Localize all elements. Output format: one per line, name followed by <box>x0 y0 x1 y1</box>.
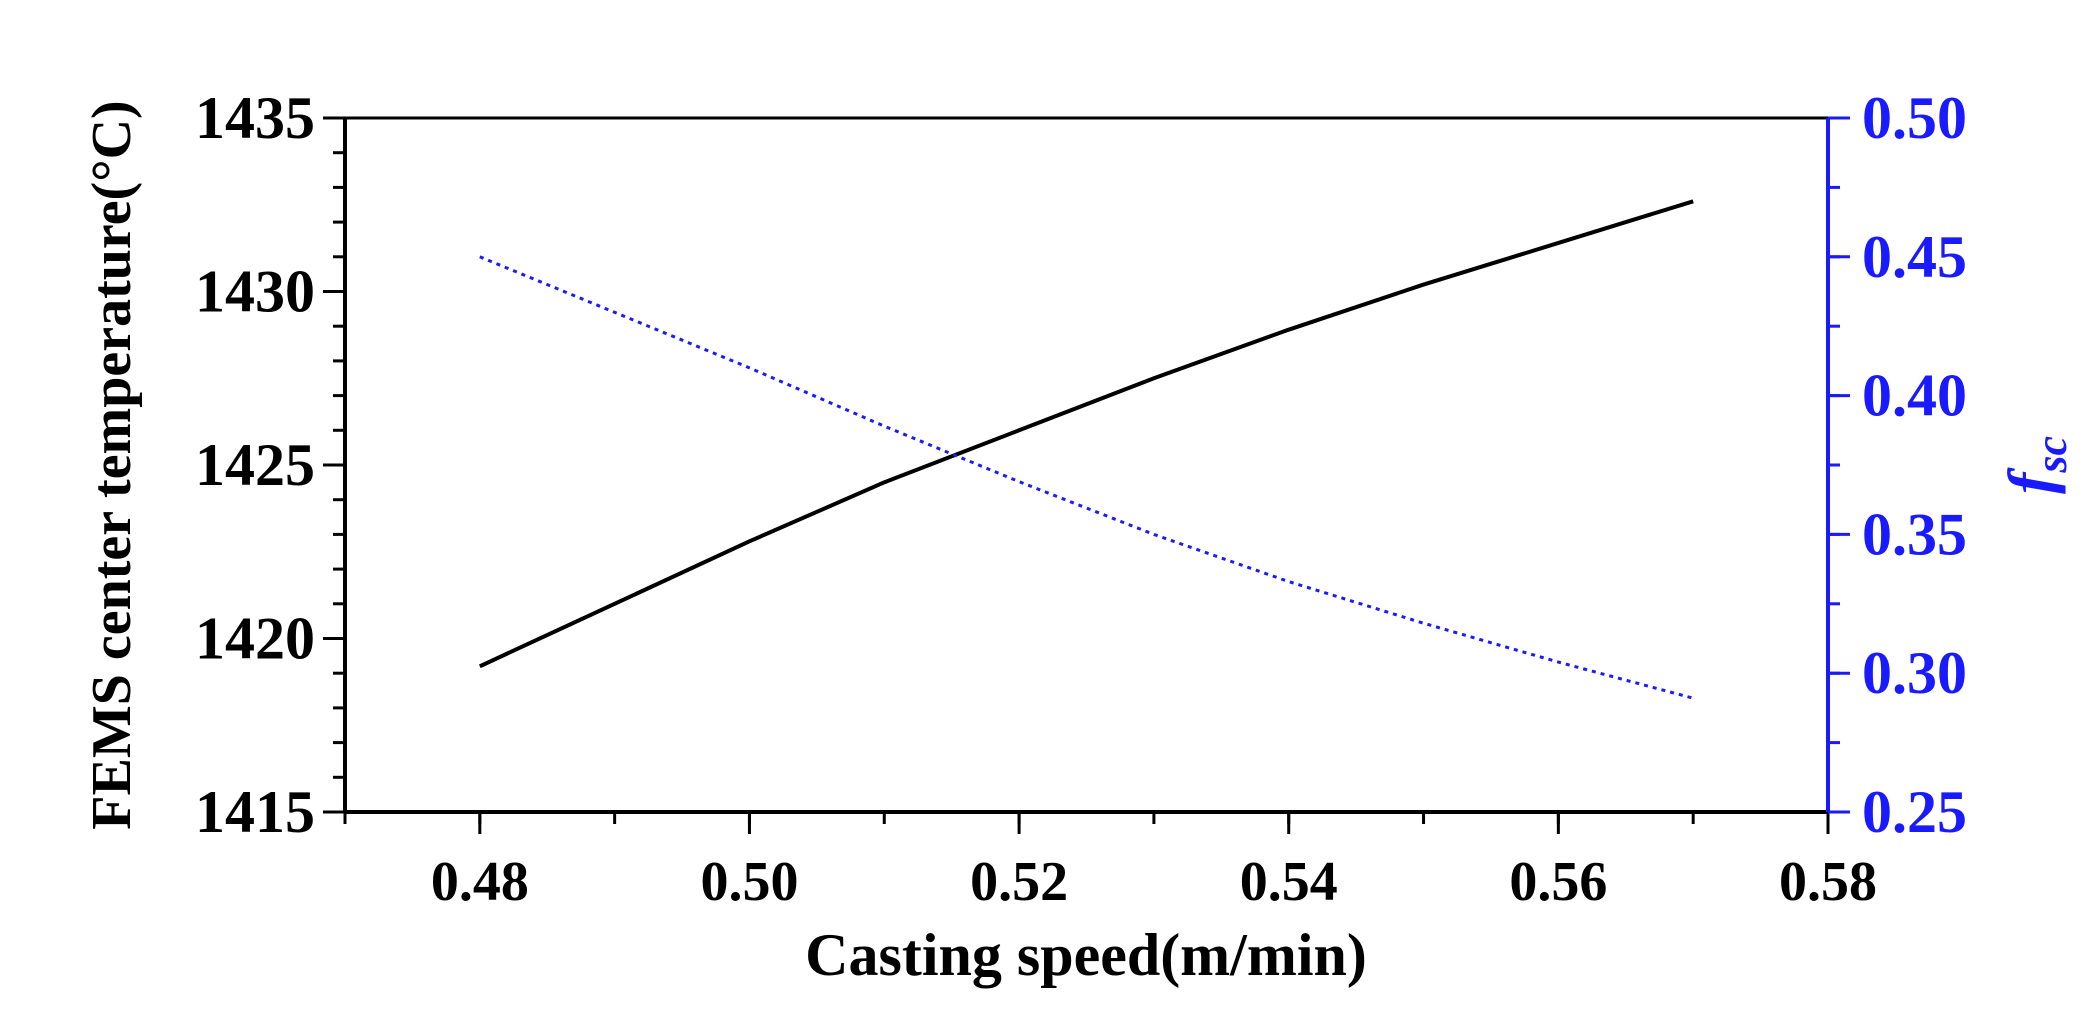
y2-tick-label: 0.50 <box>1862 85 1967 151</box>
y2-tick-label: 0.25 <box>1862 779 1967 845</box>
y-axis-label: FEMS center temperature(°C) <box>81 100 143 829</box>
y2-tick-label: 0.35 <box>1862 501 1967 567</box>
plot-frame <box>343 116 1830 814</box>
series-line-temperature <box>478 199 1694 669</box>
y2-axis-label: fsc <box>1995 436 2076 494</box>
series-layer <box>478 199 1694 700</box>
y-tick-label: 1435 <box>195 85 315 151</box>
x-tick-label: 0.56 <box>1509 851 1607 913</box>
y2-tick-label: 0.30 <box>1862 640 1967 706</box>
y2-tick-label: 0.40 <box>1862 363 1967 429</box>
x-tick-label: 0.58 <box>1779 851 1877 913</box>
x-tick-label: 0.48 <box>431 851 529 913</box>
tick-labels: 0.48 0.50 0.52 0.54 0.56 0.58 1415 1420 1425 1430… <box>195 85 1967 913</box>
y-tick-label: 1420 <box>195 606 315 672</box>
series-line-fsc <box>479 255 1694 700</box>
x-axis-label: Casting speed(m/min) <box>805 922 1367 988</box>
y-tick-label: 1425 <box>195 432 315 498</box>
y2-tick-label: 0.45 <box>1862 224 1967 290</box>
y2-axis-label-sub: sc <box>2027 436 2076 474</box>
y-tick-label: 1415 <box>195 779 315 845</box>
x-tick-label: 0.52 <box>970 851 1068 913</box>
x-tick-label: 0.50 <box>700 851 798 913</box>
x-tick-label: 0.54 <box>1240 851 1338 913</box>
y-tick-label: 1430 <box>195 259 315 325</box>
ticks <box>323 116 1850 834</box>
